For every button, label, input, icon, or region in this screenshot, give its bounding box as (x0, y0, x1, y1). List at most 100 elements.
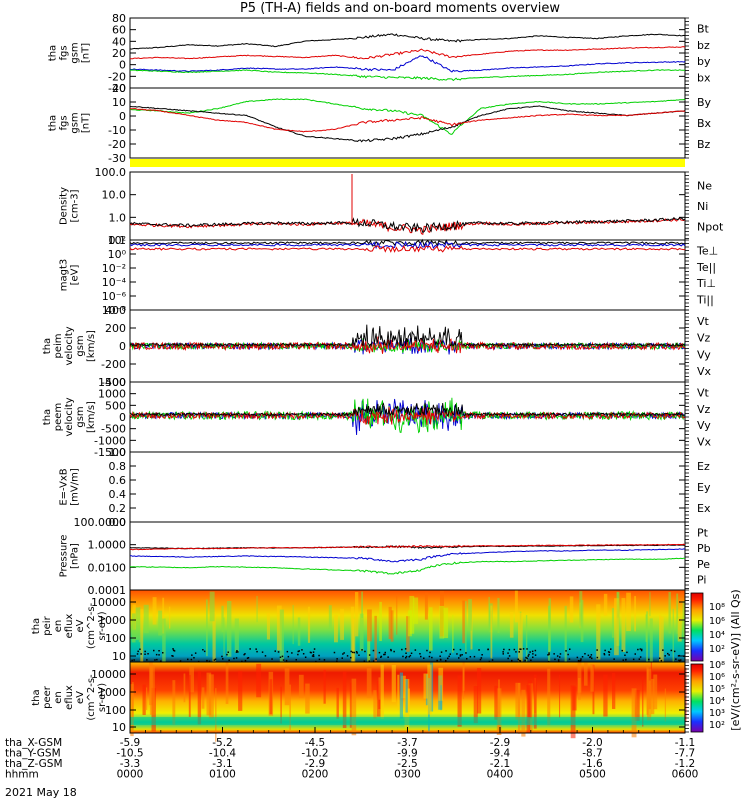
spectrogram-stripe (361, 591, 363, 618)
legend-bz-label: Bz (697, 138, 711, 151)
spectrogram-stripe (388, 606, 392, 640)
y-tick-label: -20 (108, 70, 126, 83)
spectrogram-speckle (214, 658, 217, 660)
x-tick-label: 0100 (209, 769, 236, 781)
spectrogram-stripe (677, 618, 682, 642)
spectrogram-speckle (466, 658, 468, 660)
spectrogram-stripe (634, 596, 636, 632)
spectrogram-stripe (289, 684, 291, 730)
x-tick-label: -10.5 (116, 748, 143, 760)
spectrogram-stripe (131, 682, 134, 730)
spectrogram-speckle (607, 651, 610, 653)
y-tick-label: 20 (112, 47, 126, 60)
spectrogram-stripe (143, 604, 149, 634)
colorbar-tick-label: 10³ (709, 708, 725, 719)
y-axis-label: eV (75, 619, 86, 632)
spectrogram-stripe (462, 600, 465, 644)
spectrogram-stripe (603, 674, 608, 717)
spectrogram-speckle (244, 653, 246, 655)
spectrogram-speckle (375, 658, 377, 660)
spectrogram-speckle (513, 648, 516, 651)
spectrogram-speckle (559, 656, 561, 658)
spectrogram-speckle (158, 654, 160, 656)
spectrogram-speckle (364, 650, 366, 653)
spectrogram-speckle (171, 655, 173, 657)
spectrogram-stripe (351, 678, 357, 736)
spectrogram-speckle (461, 654, 463, 656)
spectrogram-speckle (291, 652, 293, 654)
spectrogram-stripe (477, 668, 482, 714)
y-tick-label: 0 (119, 59, 126, 72)
spectrogram-speckle (310, 651, 312, 654)
spectrogram-stripe (374, 615, 377, 672)
spectrogram-stripe (443, 607, 449, 639)
spectrogram-speckle (453, 648, 455, 651)
series-bx-line (129, 105, 686, 143)
spectrogram-speckle (355, 651, 358, 653)
y-tick-label: 400 (105, 304, 126, 317)
spectrogram-speckle (378, 651, 381, 654)
spectrogram-speckle (333, 651, 336, 654)
legend-vz-label: Vz (697, 332, 711, 345)
spectrogram-speckle (179, 660, 182, 662)
spectrogram-stripe (631, 688, 637, 738)
spectrogram-stripe (336, 687, 339, 719)
spectrogram-stripe (596, 604, 601, 660)
spectrogram-speckle (479, 658, 482, 661)
spectrogram-stripe (342, 671, 347, 729)
spectrogram-stripe (378, 677, 381, 700)
spectrogram-speckle (445, 650, 447, 652)
series-bz-line (130, 46, 686, 60)
colorbar-tick-label: 10⁴ (709, 630, 725, 641)
spectrogram-speckle (556, 655, 559, 657)
spectrogram-speckle (282, 659, 285, 661)
legend-ni-label: Ni (697, 200, 708, 213)
x-row-label: tha_Z-GSM (5, 758, 63, 770)
spectrogram-speckle (343, 652, 345, 654)
spectrogram-stripe (390, 610, 394, 642)
spectrogram-speckle (439, 658, 442, 661)
spectrogram-speckle (302, 653, 305, 655)
spectrogram-stripe (397, 674, 400, 710)
spectrogram-speckle (336, 658, 338, 660)
spectrogram-stripe (391, 664, 396, 703)
spectrogram-stripe (366, 668, 372, 698)
legend-vt-label: Vt (697, 315, 710, 328)
spectrogram-stripe (297, 617, 301, 646)
spectrogram-speckle (187, 658, 189, 661)
legend-ti-label: Ti|| (696, 293, 714, 306)
spectrogram-stripe (269, 679, 273, 715)
spectrogram-speckle (193, 657, 195, 659)
spectrogram-stripe (206, 599, 208, 657)
y-tick-label: -1500 (94, 446, 126, 459)
y-axis-label: [nPa] (70, 543, 81, 569)
spectrogram-stripe (580, 600, 584, 643)
spectrogram-speckle (519, 648, 521, 650)
spectrogram-speckle (603, 653, 606, 656)
spectrogram-stripe (440, 685, 442, 711)
legend-bx-label: Bx (697, 117, 712, 130)
spectrogram-speckle (206, 659, 208, 662)
legend-ne-label: Ne (697, 179, 712, 192)
spectrogram-stripe (497, 598, 500, 634)
spectrogram-stripe (238, 670, 243, 711)
y-tick-label: 10⁻² (102, 262, 126, 275)
y-axis-label: sr-eV) (97, 611, 108, 640)
spectrogram-speckle (480, 657, 483, 659)
colorbar-tick-label: 10² (709, 720, 725, 731)
spectrogram-stripe (380, 664, 384, 719)
y-axis-label: gsm (70, 42, 81, 63)
spectrogram-stripe (509, 611, 514, 638)
spectrogram-speckle (608, 651, 611, 654)
y-tick-label: 0.2 (109, 502, 127, 515)
spectrogram-stripe (430, 662, 434, 712)
spectrogram-speckle (660, 659, 663, 662)
spectrogram-stripe (570, 685, 576, 739)
spectrogram-speckle (387, 656, 389, 658)
spectrogram-speckle (255, 648, 257, 650)
spectrogram-speckle (133, 659, 135, 661)
y-axis-label: peem (53, 403, 64, 431)
y-axis-label: eflux (64, 614, 75, 639)
legend-ey-label: Ey (697, 481, 711, 494)
